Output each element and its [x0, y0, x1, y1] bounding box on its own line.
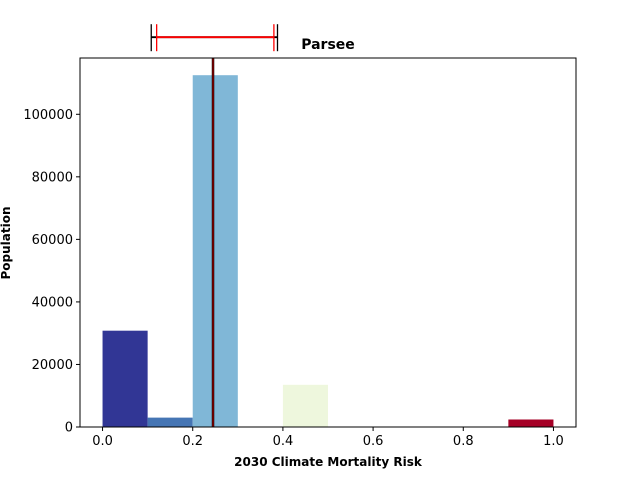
- histogram-bar-1: [147, 417, 193, 427]
- histogram-bar-4: [508, 419, 554, 427]
- x-tick-label-1: 0.2: [182, 434, 203, 449]
- x-tick-label-5: 1.0: [543, 434, 564, 449]
- x-tick-label-4: 0.8: [453, 434, 474, 449]
- y-tick-label-2: 40000: [32, 295, 73, 310]
- y-tick-label-4: 80000: [32, 170, 73, 185]
- plot-frame: [79, 57, 577, 428]
- x-axis: 0.0 0.2 0.4 0.6 0.8 1.0: [92, 427, 564, 449]
- y-tick-label-3: 60000: [32, 233, 73, 248]
- x-axis-title: 2030 Climate Mortality Risk: [234, 455, 423, 469]
- histogram-bar-0: [102, 330, 148, 427]
- y-tick-label-0: 0: [65, 421, 73, 436]
- histogram-bar-2: [192, 75, 238, 427]
- marker-lines-group: [150, 24, 279, 427]
- y-axis-title: Population: [0, 206, 13, 279]
- y-tick-label-5: 100000: [23, 108, 73, 123]
- bars-group: [102, 75, 554, 427]
- x-tick-label-2: 0.4: [273, 434, 294, 449]
- x-tick-label-3: 0.6: [363, 434, 384, 449]
- y-axis: 0 20000 40000 60000 80000 100000: [23, 108, 80, 436]
- x-tick-label-0: 0.0: [92, 434, 113, 449]
- histogram-bar-3: [282, 384, 328, 427]
- y-tick-label-1: 20000: [32, 358, 73, 373]
- chart-title: Parsee: [301, 37, 355, 53]
